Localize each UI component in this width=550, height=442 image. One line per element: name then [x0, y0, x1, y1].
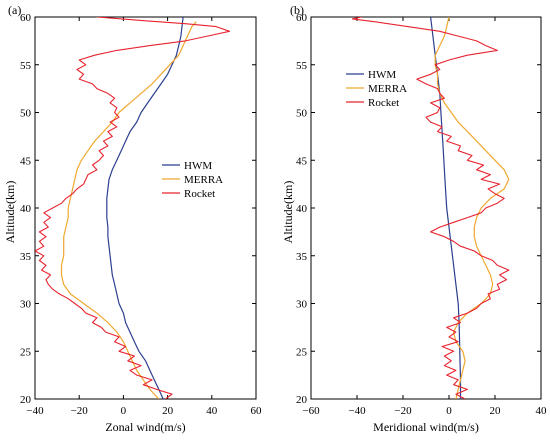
- y-tick-label: 40: [296, 203, 308, 215]
- y-tick-label: 55: [20, 60, 32, 72]
- y-tick-label: 45: [20, 155, 32, 167]
- legend: HWM MERRA Rocket: [344, 67, 408, 111]
- legend-entry-rocket: Rocket: [368, 97, 399, 109]
- y-tick-label: 35: [296, 251, 308, 263]
- panel-label: (b): [290, 3, 304, 17]
- x-tick-label: 0: [446, 405, 452, 417]
- series-line-merra: [434, 17, 510, 399]
- x-tick-label: −40: [26, 405, 44, 417]
- legend-entry-hwm: HWM: [184, 160, 212, 172]
- panel-a: −40 −20 0 20 40 60 20 25 30 35 40 45 50 55 60 Zonal win…: [3, 3, 262, 434]
- series-line-hwm: [106, 17, 184, 399]
- legend-entry-hwm: HWM: [368, 69, 396, 81]
- panel-label: (a): [8, 3, 21, 17]
- legend-entry-rocket: Rocket: [184, 188, 215, 200]
- series-line-hwm: [430, 17, 462, 399]
- panel-b: −60 −40 −20 0 20 40 20 25 30 35 40 45 50 55 60 Meridion…: [281, 3, 547, 434]
- x-tick-label: 0: [121, 405, 127, 417]
- legend-entry-merra: MERRA: [368, 83, 407, 95]
- y-tick-label: 60: [20, 12, 32, 24]
- y-tick-label: 60: [296, 12, 308, 24]
- y-tick-label: 50: [296, 108, 308, 120]
- legend-entry-merra: MERRA: [184, 174, 223, 186]
- y-tick-label: 50: [20, 108, 32, 120]
- series-line-rocket: [351, 17, 510, 399]
- y-tick-label: 20: [20, 394, 32, 406]
- series-line-rocket: [35, 17, 231, 399]
- y-tick-label: 55: [296, 60, 308, 72]
- y-tick-label: 20: [296, 394, 308, 406]
- x-tick-label: −60: [302, 405, 320, 417]
- y-tick-label: 25: [296, 346, 308, 358]
- y-tick-label: 40: [20, 203, 32, 215]
- x-tick-label: 20: [490, 405, 502, 417]
- y-axis-label: Altitude(km): [281, 181, 295, 244]
- legend: HWM MERRA Rocket: [160, 158, 224, 202]
- series-line-merra: [60, 21, 197, 399]
- x-tick-label: −20: [71, 405, 89, 417]
- y-tick-label: 25: [20, 346, 32, 358]
- x-tick-label: −20: [394, 405, 412, 417]
- x-axis-label: Meridional wind(m/s): [373, 420, 479, 434]
- x-axis-label: Zonal wind(m/s): [105, 420, 185, 434]
- x-tick-label: 40: [206, 405, 218, 417]
- x-tick-label: 20: [162, 405, 174, 417]
- y-tick-label: 45: [296, 155, 308, 167]
- y-tick-label: 30: [296, 299, 308, 311]
- y-axis-label: Altitude(km): [3, 181, 17, 244]
- x-tick-label: −40: [348, 405, 366, 417]
- x-tick-label: 60: [251, 405, 263, 417]
- x-tick-label: 40: [536, 405, 548, 417]
- y-tick-label: 30: [20, 299, 32, 311]
- y-tick-label: 35: [20, 251, 32, 263]
